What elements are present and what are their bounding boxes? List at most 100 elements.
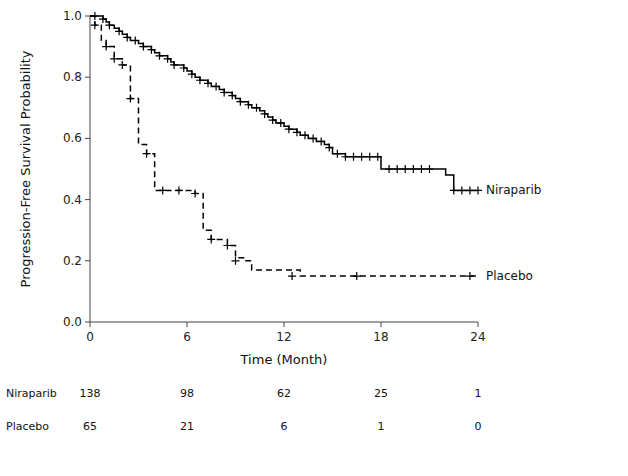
censor-mark (123, 33, 131, 41)
at-risk-count: 6 (281, 420, 288, 433)
chart: 061218240.00.20.40.60.81.0Time (Month)Pr… (0, 0, 628, 476)
censor-mark (91, 12, 99, 20)
y-tick (85, 138, 90, 139)
at-risk-count: 65 (83, 420, 97, 433)
censor-mark (232, 257, 240, 265)
censor-mark (317, 137, 325, 145)
x-tick (381, 322, 382, 327)
x-tick (478, 322, 479, 327)
censor-mark (293, 128, 301, 136)
y-tick-label: 1.0 (63, 9, 82, 23)
censor-mark (191, 189, 199, 197)
censor-mark (426, 165, 434, 173)
censor-mark (277, 119, 285, 127)
censor-mark (269, 116, 277, 124)
x-tick (90, 322, 91, 327)
curve-label: Niraparib (486, 183, 541, 197)
censor-mark (91, 21, 99, 29)
censor-mark (353, 272, 361, 280)
y-tick (85, 16, 90, 17)
page: {"chart_data": { "type": "step", "xlabel… (0, 0, 628, 476)
at-risk-count: 62 (277, 387, 291, 400)
censor-mark (285, 125, 293, 133)
y-axis-label: Progression-Free Survival Probability (18, 50, 33, 287)
censor-mark (115, 27, 123, 35)
censor-mark (244, 101, 252, 109)
at-risk-count: 0 (475, 420, 482, 433)
censor-mark (143, 150, 151, 158)
censor-mark (358, 153, 366, 161)
at-risk-count: 1 (475, 387, 482, 400)
y-tick (85, 77, 90, 78)
x-tick-label: 24 (470, 330, 485, 344)
at-risk-count: 21 (180, 420, 194, 433)
censor-mark (180, 64, 188, 72)
x-axis-label: Time (Month) (240, 352, 328, 367)
censor-mark (333, 150, 341, 158)
y-axis-line (90, 16, 91, 322)
axes: 061218240.00.20.40.60.81.0 (63, 9, 486, 344)
censor-mark (223, 242, 231, 250)
x-tick-label: 18 (373, 330, 388, 344)
y-tick-label: 0.0 (63, 315, 82, 329)
x-tick (284, 322, 285, 327)
y-tick (85, 322, 90, 323)
at-risk-count: 98 (180, 387, 194, 400)
censor-mark (366, 153, 374, 161)
x-tick-label: 6 (183, 330, 191, 344)
censor-mark (458, 186, 466, 194)
censor-mark (139, 43, 147, 51)
at-risk-count: 25 (374, 387, 388, 400)
censor-mark (105, 21, 113, 29)
censor-mark (401, 165, 409, 173)
censor-mark (159, 186, 167, 194)
y-tick-label: 0.6 (63, 131, 82, 145)
curve-label: Placebo (486, 269, 533, 283)
censor-mark (147, 46, 155, 54)
plot-data (90, 12, 482, 280)
censor-mark (204, 79, 212, 87)
censor-mark (309, 134, 317, 142)
censor-mark (417, 165, 425, 173)
x-tick-label: 0 (86, 330, 94, 344)
censor-mark (102, 43, 110, 51)
censor-mark (196, 76, 204, 84)
censor-mark (156, 52, 164, 60)
y-tick (85, 199, 90, 200)
y-tick-label: 0.4 (63, 193, 82, 207)
curve-labels: Niraparib Placebo (486, 183, 541, 283)
censor-mark (301, 131, 309, 139)
censor-mark (220, 89, 228, 97)
censor-mark (110, 55, 118, 63)
censor-mark (228, 92, 236, 100)
censor-mark (466, 272, 474, 280)
survival-curve (90, 16, 478, 190)
y-tick-label: 0.8 (63, 70, 82, 84)
survival-curve (90, 16, 478, 276)
censor-mark (409, 165, 417, 173)
censor-mark (450, 186, 458, 194)
censor-mark (466, 186, 474, 194)
censor-mark (261, 110, 269, 118)
censor-mark (236, 98, 244, 106)
censor-mark (131, 36, 139, 44)
at-risk-row-label: Niraparib (6, 387, 57, 400)
censor-mark (474, 186, 482, 194)
censor-mark (341, 153, 349, 161)
at-risk-table: Niraparib1389862251Placebo6521610 (6, 387, 482, 433)
y-tick (85, 260, 90, 261)
censor-mark (325, 144, 333, 152)
censor-mark (374, 153, 382, 161)
censor-mark (170, 61, 178, 69)
censor-mark (385, 165, 393, 173)
censor-mark (99, 15, 107, 23)
censor-mark (118, 61, 126, 69)
censor-mark (188, 70, 196, 78)
at-risk-count: 1 (378, 420, 385, 433)
censor-mark (288, 272, 296, 280)
censor-mark (212, 82, 220, 90)
censor-mark (175, 186, 183, 194)
censor-mark (393, 165, 401, 173)
x-tick-label: 12 (276, 330, 291, 344)
at-risk-count: 138 (80, 387, 101, 400)
